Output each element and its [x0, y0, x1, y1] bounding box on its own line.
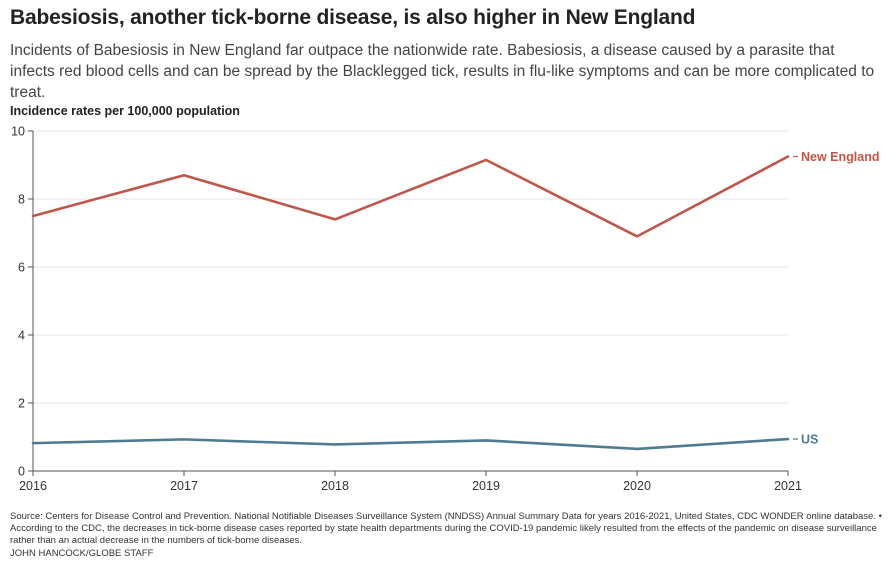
series-lines [31, 155, 790, 451]
series-label: US [801, 433, 818, 447]
y-tick-label: 0 [18, 465, 25, 479]
x-tick-label: 2021 [774, 479, 802, 493]
y-tick-label: 6 [18, 261, 25, 275]
y-tick-label: 2 [18, 397, 25, 411]
x-tick-label: 2020 [623, 479, 651, 493]
series-line [31, 437, 790, 451]
x-tick-label: 2019 [472, 479, 500, 493]
source-footnote: Source: Centers for Disease Control and … [10, 511, 882, 546]
y-axis-label: Incidence rates per 100,000 population [10, 104, 240, 118]
series-labels: New England US [793, 150, 879, 447]
series-line [31, 155, 790, 238]
x-tick-label: 2016 [19, 479, 47, 493]
grid-lines [33, 130, 788, 404]
y-tick-label: 8 [18, 193, 25, 207]
x-tick-label: 2018 [321, 479, 349, 493]
y-tick-label: 4 [18, 329, 25, 343]
line-chart: 0 2 4 6 8 10 2016 2017 2018 2019 2020 2021 New Eng… [11, 125, 879, 494]
series-label: New England [801, 150, 879, 164]
chart-title: Babesiosis, another tick-borne disease, … [10, 6, 696, 29]
x-tick-label: 2017 [170, 479, 198, 493]
y-tick-label: 10 [11, 125, 25, 139]
chart-subtitle: Incidents of Babesiosis in New England f… [10, 42, 875, 101]
x-axis: 2016 2017 2018 2019 2020 2021 [19, 131, 802, 493]
y-axis-ticks: 0 2 4 6 8 10 [11, 125, 33, 479]
staff-credit: JOHN HANCOCK/GLOBE STAFF [10, 548, 154, 559]
